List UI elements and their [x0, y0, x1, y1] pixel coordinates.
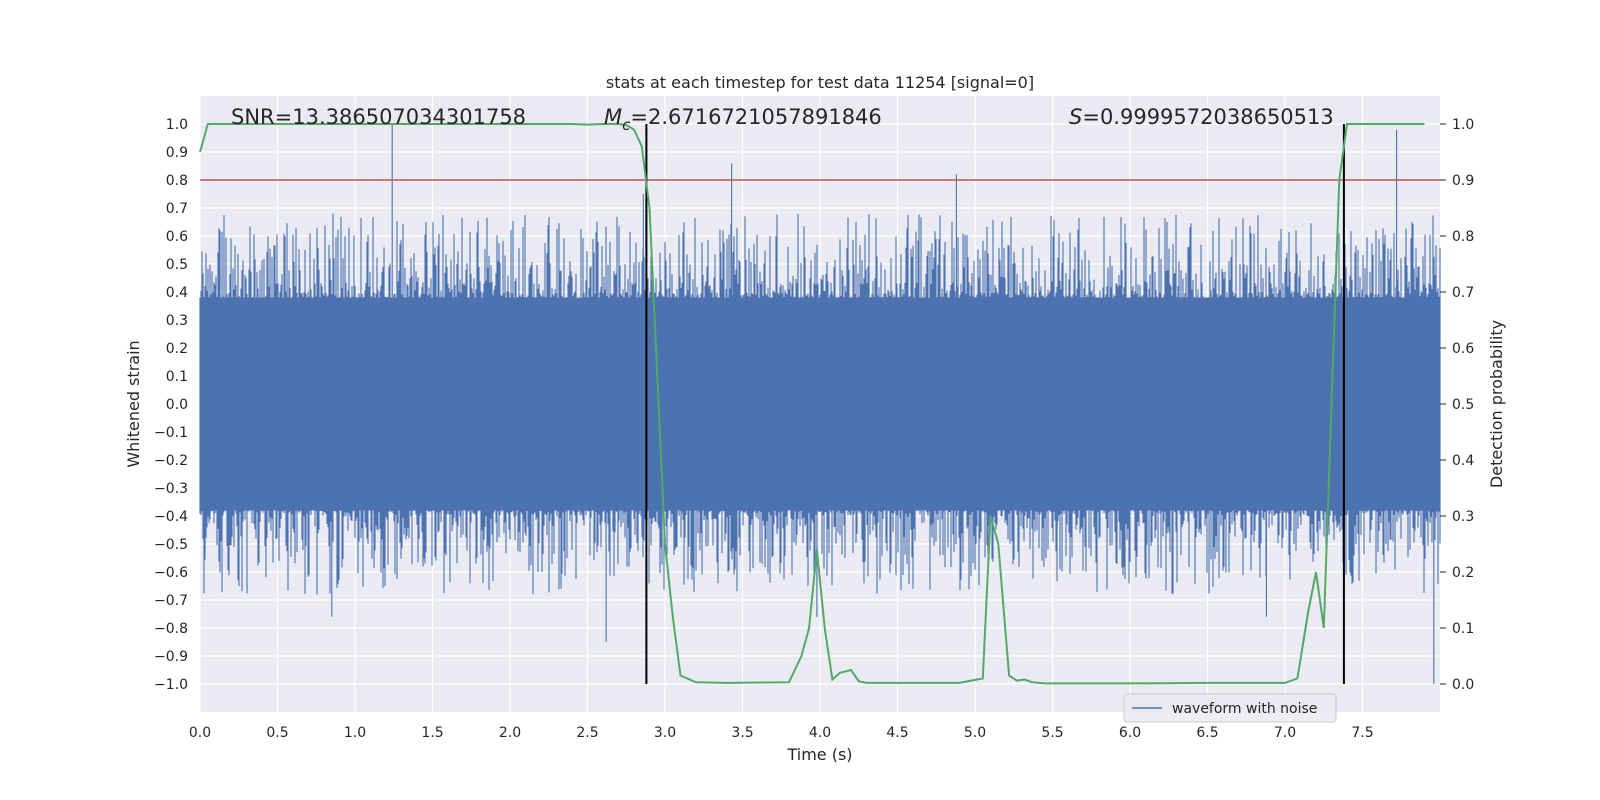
probability-line: [199, 123, 1425, 685]
y-tick-label: 0.2: [166, 341, 188, 357]
y-tick-label: −0.5: [154, 537, 188, 553]
chart-title: stats at each timestep for test data 112…: [606, 73, 1034, 92]
x-tick-label: 3.0: [654, 725, 676, 741]
y-tick-label: −0.3: [154, 481, 188, 497]
y2-tick-label: 0.9: [1452, 173, 1474, 189]
x-tick-label: 1.5: [421, 725, 443, 741]
y2-tick-label: 0.0: [1452, 677, 1474, 693]
x-tick-label: 5.5: [1041, 725, 1063, 741]
y2-tick-label: 0.3: [1452, 509, 1474, 525]
y-tick-label: −0.7: [154, 593, 188, 609]
y-tick-label: 0.4: [166, 285, 188, 301]
y2-tick-label: 0.1: [1452, 621, 1474, 637]
score-symbol: S: [1069, 105, 1082, 129]
chirp-mass-symbol: M: [604, 105, 622, 129]
x-tick-label: 6.0: [1119, 725, 1141, 741]
x-tick-label: 7.0: [1274, 725, 1296, 741]
waveform-line: [199, 124, 1441, 684]
x-tick-label: 0.0: [189, 725, 211, 741]
vline-group: [645, 124, 1345, 684]
y-tick-label: −0.2: [154, 453, 188, 469]
y-tick-label: 1.0: [166, 117, 188, 133]
legend-label: waveform with noise: [1172, 701, 1317, 717]
chirp-mass-annotation: Mc=2.6716721057891846: [604, 105, 882, 134]
y2-tick-label: 0.5: [1452, 397, 1474, 413]
y-tick-label: 0.0: [166, 397, 188, 413]
y-axis-label: Whitened strain: [124, 340, 143, 467]
y-tick-label: −0.8: [154, 621, 188, 637]
y2-tick-label: 0.8: [1452, 229, 1474, 245]
x-tick-label: 4.5: [886, 725, 908, 741]
score-annotation: S=0.9999572038650513: [1069, 105, 1334, 129]
x-tick-label: 7.5: [1351, 725, 1373, 741]
y-tick-label: −0.9: [154, 649, 188, 665]
chirp-mass-value: =2.6716721057891846: [630, 105, 881, 129]
x-tick-label: 2.5: [576, 725, 598, 741]
y2-axis-label: Detection probability: [1487, 320, 1506, 488]
chirp-mass-subscript: c: [622, 116, 631, 134]
y2-tick-label: 1.0: [1452, 117, 1474, 133]
y-tick-label: 0.6: [166, 229, 188, 245]
x-tick-label: 0.5: [266, 725, 288, 741]
x-tick-label: 2.0: [499, 725, 521, 741]
y-tick-label: 0.8: [166, 173, 188, 189]
x-axis-label: Time (s): [786, 745, 852, 764]
y-tick-label: −1.0: [154, 677, 188, 693]
x-tick-label: 4.0: [809, 725, 831, 741]
y2-tick-label: 0.7: [1452, 285, 1474, 301]
x-tick-label: 6.5: [1196, 725, 1218, 741]
y2-tick-label: 0.2: [1452, 565, 1474, 581]
legend: waveform with noise: [1123, 693, 1337, 723]
x-tick-label: 5.0: [964, 725, 986, 741]
y-tick-label: 0.9: [166, 145, 188, 161]
y2-tick-label: 0.4: [1452, 453, 1474, 469]
probability-series-group: [199, 123, 1425, 685]
y-tick-label: 0.1: [166, 369, 188, 385]
y-tick-label: 0.5: [166, 257, 188, 273]
y-ticks: 1.0 0.9 0.8 0.7 0.6 0.5 0.4 0.3 0.2 0.1 0.0 −0.1 −0.…: [154, 117, 188, 693]
y-tick-label: 0.7: [166, 201, 188, 217]
legend-box: [1123, 693, 1337, 723]
y2-ticks: 1.0 0.9 0.8 0.7 0.6 0.5 0.4 0.3 0.2 0.1 0.0: [1440, 117, 1474, 693]
y2-tick-label: 0.6: [1452, 341, 1474, 357]
snr-annotation: SNR=13.386507034301758: [231, 105, 526, 129]
y-tick-label: −0.6: [154, 565, 188, 581]
y-tick-label: −0.1: [154, 425, 188, 441]
x-ticks: 0.0 0.5 1.0 1.5 2.0 2.5 3.0 3.5 4.0 4.5 5.0 5.5 6.0 6…: [189, 725, 1374, 741]
waveform-series: [199, 124, 1441, 684]
y-tick-label: −0.4: [154, 509, 188, 525]
x-tick-label: 3.5: [731, 725, 753, 741]
x-tick-label: 1.0: [344, 725, 366, 741]
y-tick-label: 0.3: [166, 313, 188, 329]
score-value: =0.9999572038650513: [1082, 105, 1333, 129]
